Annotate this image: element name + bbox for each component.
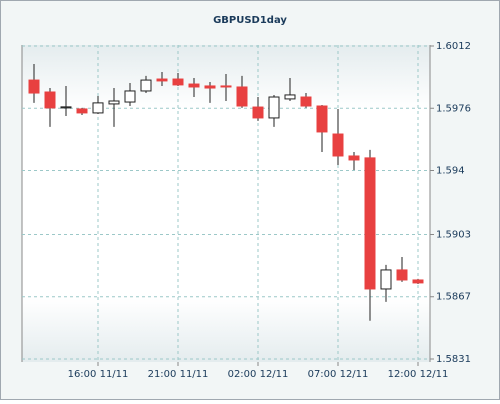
candle-body <box>60 106 72 109</box>
candle-body <box>412 279 424 284</box>
candle-body <box>28 79 40 94</box>
candle-body <box>396 269 408 281</box>
candle-body <box>108 100 120 105</box>
candle-body <box>380 269 392 290</box>
y-tick-label: 1.5903 <box>436 229 471 240</box>
y-tick-label: 1.6012 <box>436 41 471 52</box>
y-tick-label: 1.5867 <box>436 292 471 303</box>
candle-body <box>284 94 296 100</box>
candle-body <box>236 86 248 107</box>
x-tick-label: 12:00 12/11 <box>388 369 449 380</box>
candle-body <box>300 96 312 107</box>
candle-body <box>316 105 328 133</box>
candle-body <box>252 106 264 119</box>
candle-body <box>188 83 200 88</box>
candle-body <box>204 85 216 89</box>
candle-body <box>348 155 360 161</box>
candle-body <box>220 85 232 88</box>
candle-body <box>124 90 136 103</box>
candle-body <box>140 79 152 92</box>
candle-body <box>92 102 104 114</box>
candle-body <box>156 78 168 82</box>
x-tick-label: 02:00 12/11 <box>228 369 289 380</box>
x-tick-label: 21:00 11/11 <box>148 369 209 380</box>
x-tick-label: 07:00 12/11 <box>308 369 369 380</box>
y-tick-label: 1.5976 <box>436 103 471 114</box>
candle-body <box>364 157 376 290</box>
candle-body <box>44 91 56 109</box>
chart-title: GBPUSD1day <box>213 15 287 26</box>
candle-body <box>76 108 88 114</box>
candle-body <box>332 133 344 157</box>
y-tick-label: 1.594 <box>436 166 465 177</box>
x-tick-label: 16:00 11/11 <box>68 369 129 380</box>
y-tick-label: 1.5831 <box>436 354 471 365</box>
candle-body <box>172 78 184 86</box>
candle-body <box>268 96 280 119</box>
